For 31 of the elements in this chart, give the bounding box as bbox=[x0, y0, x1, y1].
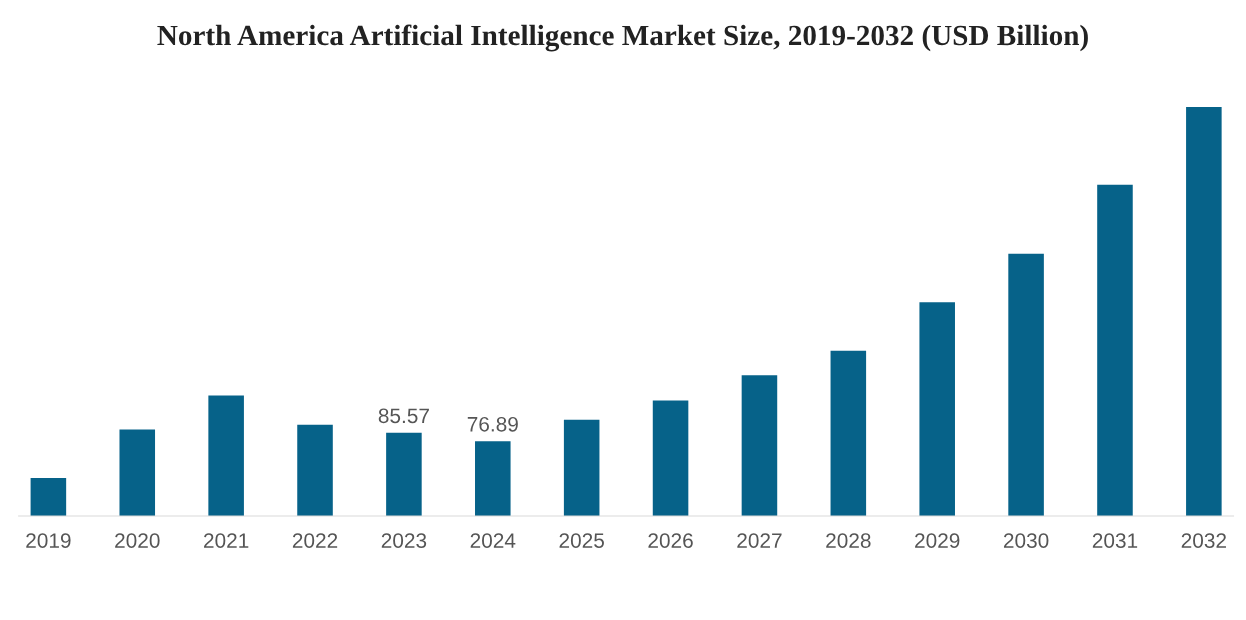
bar bbox=[563, 419, 600, 516]
bar bbox=[386, 432, 422, 516]
bar bbox=[475, 441, 511, 516]
x-tick-label: 2022 bbox=[292, 533, 338, 548]
bar bbox=[1097, 184, 1133, 516]
bar bbox=[30, 478, 67, 516]
x-tick-label: 2027 bbox=[737, 533, 782, 548]
bar bbox=[1186, 107, 1222, 516]
x-tick-label: 2026 bbox=[648, 533, 693, 548]
x-tick-label: 2031 bbox=[1092, 533, 1138, 548]
data-label: 85.57 bbox=[378, 408, 429, 424]
x-tick-label: 2021 bbox=[204, 533, 249, 548]
bar bbox=[919, 302, 955, 516]
bar bbox=[830, 350, 867, 516]
bar bbox=[1008, 253, 1044, 516]
data-label: 76.89 bbox=[467, 416, 518, 432]
x-tick-label: 2023 bbox=[381, 533, 427, 548]
bar bbox=[652, 400, 689, 516]
x-tick-label: 2019 bbox=[26, 533, 71, 548]
x-tick-label: 2032 bbox=[1181, 533, 1226, 548]
x-tick-label: 2025 bbox=[559, 533, 604, 548]
x-tick-label: 2028 bbox=[826, 533, 871, 548]
bar bbox=[208, 395, 244, 516]
x-tick-label: 2024 bbox=[470, 533, 516, 548]
x-tick-label: 2020 bbox=[115, 533, 160, 548]
bar bbox=[297, 424, 333, 516]
chart-title: North America Artificial Intelligence Market Size, 2019-2032 (USD Billion) bbox=[157, 24, 1088, 52]
x-tick-label: 2030 bbox=[1003, 533, 1049, 548]
x-tick-label: 2029 bbox=[915, 533, 960, 548]
bar bbox=[741, 375, 778, 516]
bar bbox=[119, 429, 156, 516]
